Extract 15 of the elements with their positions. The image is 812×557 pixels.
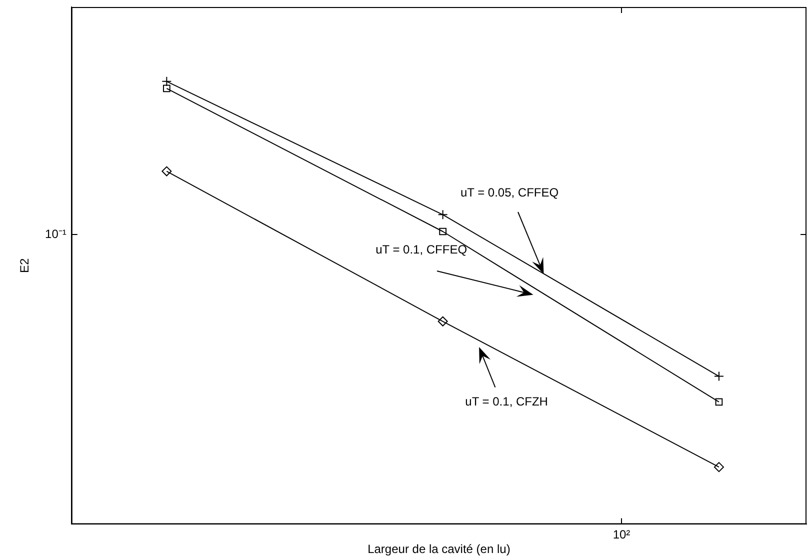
point	[162, 166, 172, 176]
point	[714, 462, 724, 472]
point	[162, 84, 170, 92]
annotation: uT = 0.1, CFFEQ	[376, 242, 468, 256]
point	[715, 398, 723, 406]
annotation: uT = 0.05, CFFEQ	[460, 186, 559, 200]
text: 10²	[612, 528, 630, 542]
annotation: uT = 0.1, CFZH	[465, 394, 548, 408]
point	[438, 210, 448, 220]
y-axis-title: E2	[18, 258, 32, 273]
x-axis-title: Largeur de la cavité (en lu)	[368, 542, 510, 556]
text: 10⁻¹	[45, 226, 66, 241]
point	[438, 316, 448, 326]
point	[714, 371, 724, 382]
point	[439, 228, 446, 236]
